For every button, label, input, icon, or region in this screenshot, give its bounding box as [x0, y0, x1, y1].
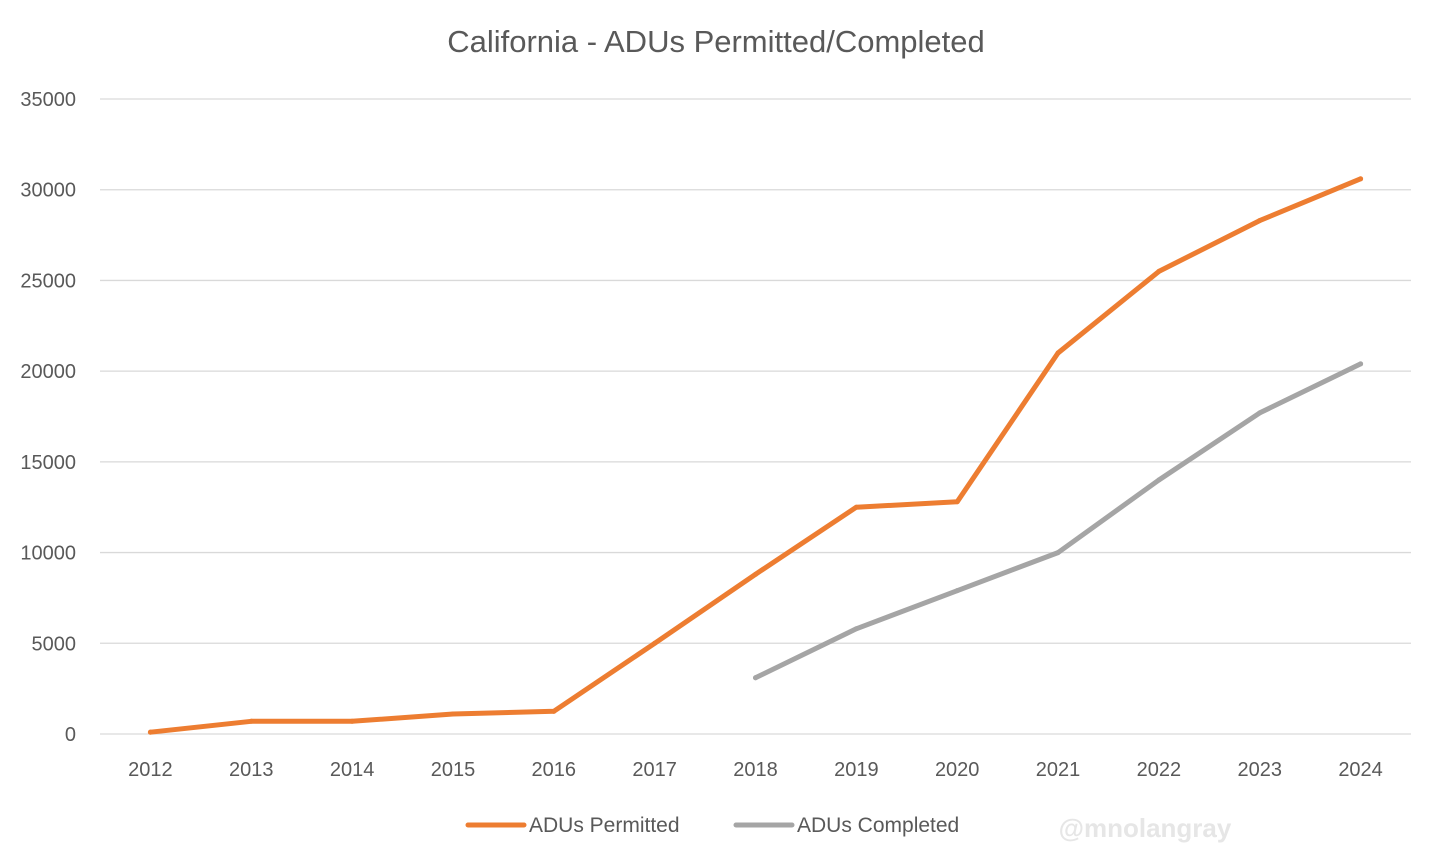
x-tick-label: 2014	[330, 759, 375, 781]
y-tick-label: 15000	[20, 452, 76, 474]
legend-label: ADUs Completed	[797, 814, 959, 837]
legend: ADUs Permitted ADUs Completed	[465, 814, 959, 837]
x-tick-label: 2023	[1237, 759, 1282, 781]
data-point	[551, 708, 557, 714]
y-tick-label: 5000	[32, 633, 77, 655]
y-tick-label: 10000	[20, 543, 76, 565]
data-point	[349, 718, 355, 724]
data-point	[1358, 176, 1364, 182]
x-tick-label: 2013	[229, 759, 274, 781]
y-tick-label: 20000	[20, 361, 76, 383]
data-point	[1156, 268, 1162, 274]
watermark: @mnolangray	[1059, 813, 1232, 843]
x-tick-label: 2019	[834, 759, 879, 781]
chart-title: California - ADUs Permitted/Completed	[447, 24, 985, 59]
data-point	[853, 626, 859, 632]
y-tick-label: 35000	[20, 89, 76, 111]
data-point	[753, 571, 758, 577]
data-point	[954, 588, 960, 594]
data-point	[1257, 218, 1263, 224]
series-lines	[147, 176, 1364, 735]
data-point	[1257, 410, 1263, 416]
x-tick-label: 2015	[431, 759, 476, 781]
data-point	[652, 640, 658, 646]
data-point	[147, 729, 153, 735]
data-point	[450, 711, 456, 717]
y-axis-tick-labels: 0 5000 10000 15000 20000 25000 30000 35000	[20, 89, 76, 746]
x-tick-label: 2017	[632, 759, 677, 781]
data-point	[1156, 477, 1162, 483]
x-tick-label: 2024	[1338, 759, 1383, 781]
legend-label: ADUs Permitted	[529, 814, 680, 837]
data-point	[753, 675, 758, 681]
series-line-1	[753, 361, 1364, 681]
x-tick-label: 2016	[532, 759, 577, 781]
data-point	[1358, 361, 1364, 367]
data-point	[853, 504, 859, 510]
x-axis-tick-labels: 2012 2013 2014 2015 2016 2017 2018 2019 2020 2021…	[128, 759, 1383, 781]
data-point	[1055, 350, 1061, 356]
data-point	[248, 718, 254, 724]
x-tick-label: 2018	[733, 759, 778, 781]
x-tick-label: 2012	[128, 759, 173, 781]
x-tick-label: 2020	[935, 759, 980, 781]
y-tick-label: 30000	[20, 180, 76, 202]
x-tick-label: 2021	[1036, 759, 1081, 781]
data-point	[954, 499, 960, 505]
x-tick-label: 2022	[1137, 759, 1182, 781]
data-point	[1055, 550, 1061, 556]
y-tick-label: 25000	[20, 270, 76, 292]
gridlines	[100, 98, 1411, 735]
series-line-0	[147, 176, 1364, 735]
y-tick-label: 0	[65, 724, 76, 746]
